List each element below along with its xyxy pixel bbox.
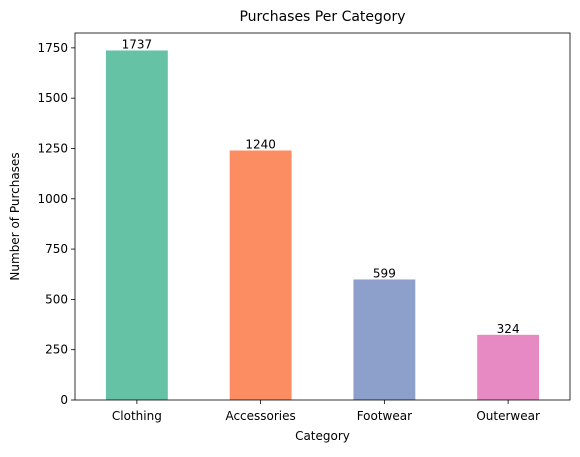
bar-footwear bbox=[353, 279, 416, 400]
y-tick-label: 0 bbox=[60, 393, 68, 407]
y-tick-label: 750 bbox=[45, 242, 68, 256]
y-tick-label: 1000 bbox=[37, 192, 68, 206]
x-tick-label-clothing: Clothing bbox=[112, 409, 162, 423]
bar-outerwear bbox=[477, 334, 540, 400]
bar-accessories bbox=[229, 150, 292, 400]
y-axis-label: Number of Purchases bbox=[8, 152, 22, 280]
bar-clothing bbox=[105, 50, 168, 400]
y-tick-label: 1750 bbox=[37, 41, 68, 55]
y-tick-label: 1500 bbox=[37, 91, 68, 105]
data-label-clothing: 1737 bbox=[122, 37, 153, 51]
x-axis-label: Category bbox=[295, 429, 350, 443]
data-label-footwear: 599 bbox=[373, 266, 396, 280]
data-label-outerwear: 324 bbox=[497, 322, 520, 336]
axis-ticks-group: Clothing Accessories Footwear Outerwear 0 250… bbox=[37, 41, 540, 423]
chart-title: Purchases Per Category bbox=[239, 9, 405, 25]
y-tick-label: 500 bbox=[45, 292, 68, 306]
y-tick-label: 250 bbox=[45, 343, 68, 357]
y-tick-label: 1250 bbox=[37, 141, 68, 155]
plot-frame bbox=[74, 32, 571, 401]
data-label-accessories: 1240 bbox=[245, 137, 276, 151]
x-tick-label-accessories: Accessories bbox=[225, 409, 295, 423]
bars-group: 1737 1240 599 324 bbox=[105, 37, 540, 400]
x-tick-label-outerwear: Outerwear bbox=[476, 409, 540, 423]
x-tick-label-footwear: Footwear bbox=[357, 409, 412, 423]
